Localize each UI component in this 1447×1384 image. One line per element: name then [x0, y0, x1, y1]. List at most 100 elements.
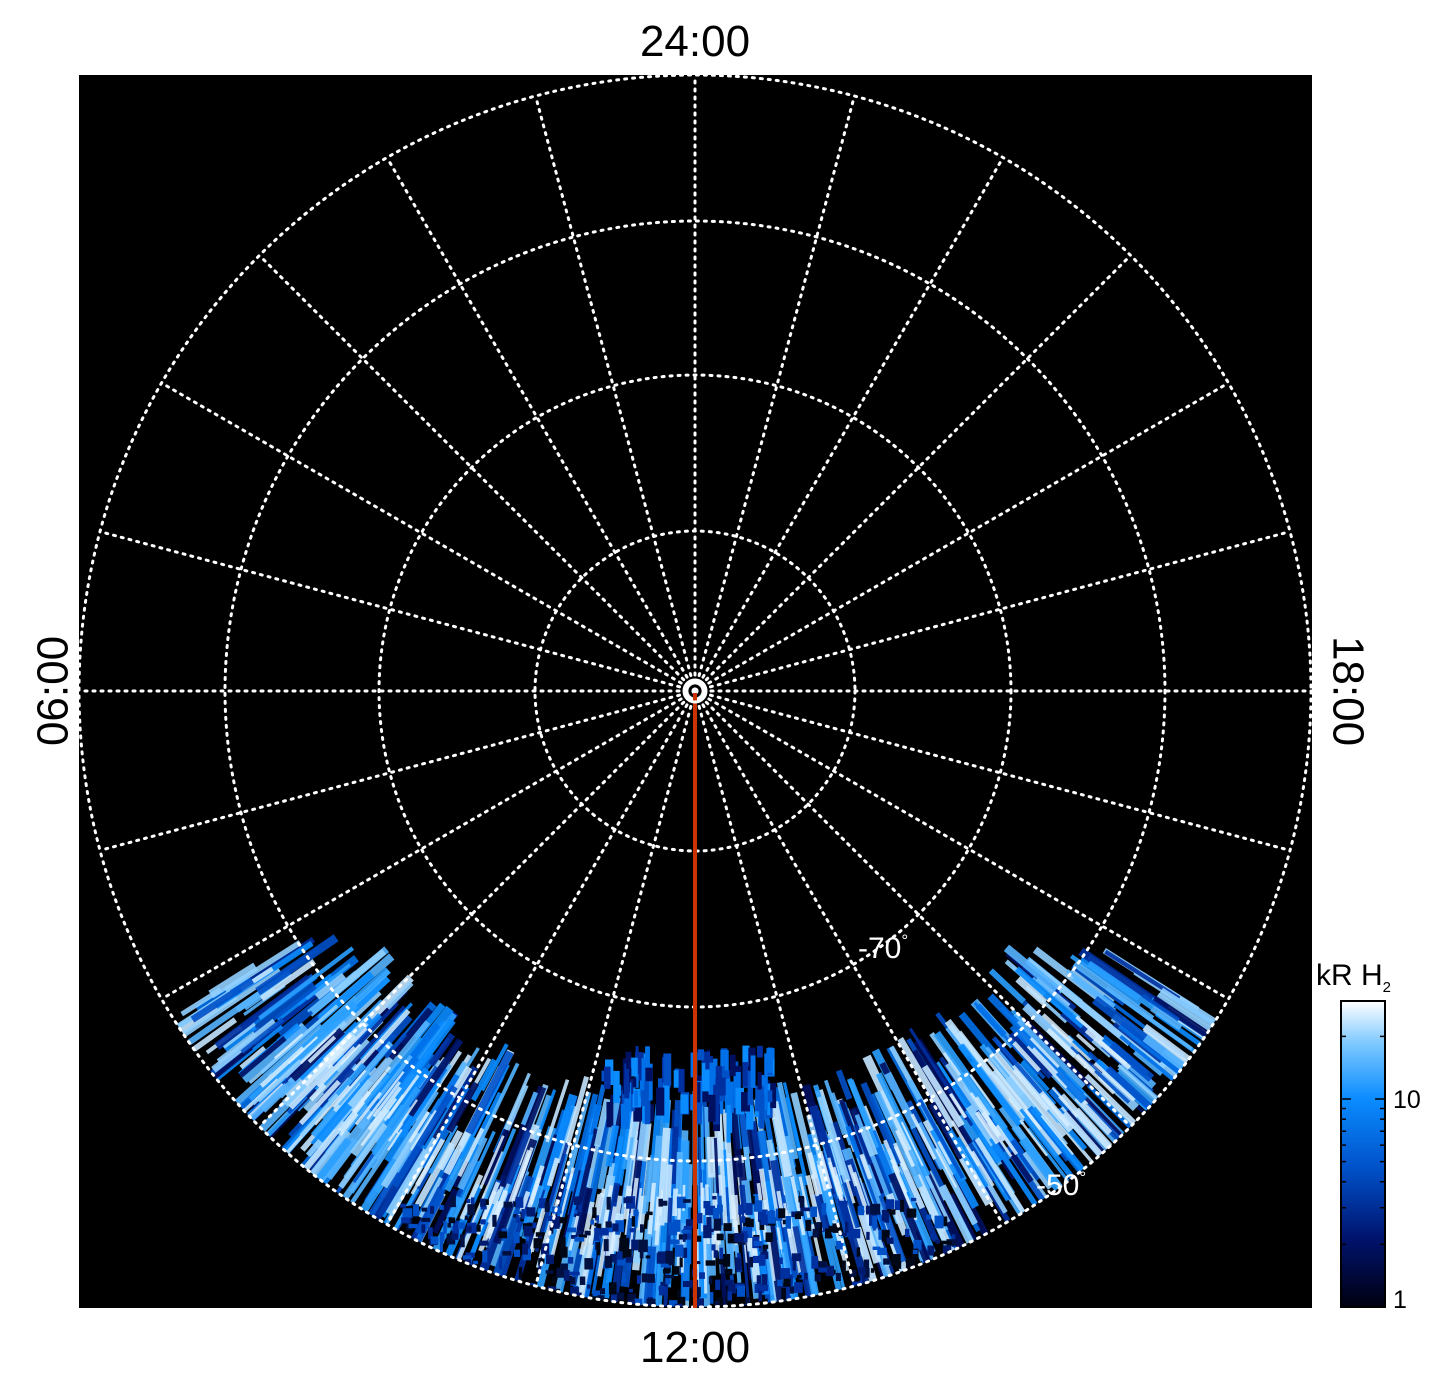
emission-noise — [552, 1276, 557, 1284]
emission-streak — [338, 1123, 388, 1189]
emission-noise — [413, 1204, 419, 1217]
emission-streak — [957, 1043, 1023, 1127]
emission-noise — [683, 1225, 692, 1231]
emission-noise — [483, 1199, 489, 1205]
emission-cap — [701, 1057, 707, 1095]
emission-cap — [742, 1045, 750, 1067]
emission-noise — [704, 1228, 714, 1233]
emission-noise — [450, 1195, 456, 1208]
emission-streak — [272, 1000, 359, 1081]
emission-noise — [903, 1310, 912, 1313]
emission-highlight — [1040, 1114, 1074, 1156]
meridian-line — [693, 253, 1133, 693]
emission-noise — [694, 1298, 705, 1307]
emission-streak — [470, 1058, 498, 1102]
meridian-line — [693, 381, 1230, 693]
emission-noise — [660, 1261, 671, 1267]
emission-noise — [547, 1286, 557, 1290]
emission-streak — [1070, 954, 1142, 1007]
pole-marker — [682, 678, 708, 704]
emission-highlight — [949, 1092, 968, 1119]
emission-noise — [539, 1258, 545, 1264]
emission-noise — [528, 1283, 536, 1287]
emission-noise — [722, 1254, 731, 1267]
emission-highlight — [1051, 1086, 1069, 1106]
emission-cap — [631, 1057, 638, 1077]
emission-streak — [706, 1136, 717, 1178]
emission-cap — [607, 1102, 612, 1118]
emission-noise — [794, 1213, 802, 1220]
emission-noise — [762, 1244, 769, 1249]
emission-noise — [941, 1240, 952, 1245]
colorbar-gradient — [1340, 1000, 1386, 1308]
emission-cap — [729, 1054, 736, 1077]
emission-noise — [665, 1250, 674, 1264]
emission-streak — [1055, 982, 1132, 1047]
emission-noise — [640, 1224, 644, 1233]
emission-noise — [658, 1286, 667, 1296]
meridian-line — [693, 689, 1133, 1129]
emission-streak — [299, 1021, 359, 1081]
emission-cap — [626, 1052, 630, 1070]
emission-cap — [741, 1091, 750, 1112]
emission-highlight — [568, 1215, 580, 1251]
emission-noise — [818, 1261, 827, 1268]
emission-noise — [615, 1220, 625, 1233]
emission-streak — [989, 1136, 1044, 1215]
emission-noise — [498, 1231, 508, 1239]
emission-noise — [677, 1289, 681, 1298]
emission-noise — [482, 1250, 488, 1263]
emission-noise — [539, 1198, 546, 1209]
emission-highlight — [971, 1150, 995, 1187]
emission-noise — [664, 1274, 674, 1279]
emission-streak — [380, 1130, 421, 1189]
emission-noise — [464, 1215, 469, 1221]
emission-highlight — [1098, 1039, 1128, 1065]
emission-highlight — [596, 1188, 606, 1221]
emission-streak — [835, 1069, 853, 1101]
emission-highlight — [386, 1074, 420, 1120]
emission-noise — [645, 1255, 651, 1259]
emission-highlight — [1012, 1068, 1050, 1112]
emission-streak — [884, 1071, 919, 1130]
emission-streak — [384, 1018, 456, 1112]
emission-streak — [211, 1018, 278, 1073]
emission-highlight — [408, 1111, 431, 1143]
emission-noise — [883, 1258, 891, 1265]
emission-noise — [665, 1274, 671, 1285]
emission-noise — [668, 1300, 678, 1307]
emission-streak — [965, 1104, 997, 1147]
emission-streak — [1150, 1004, 1183, 1031]
emission-cap — [640, 1090, 648, 1107]
emission-noise — [821, 1203, 827, 1216]
emission-noise — [927, 1245, 935, 1256]
emission-noise — [459, 1234, 465, 1248]
emission-noise — [623, 1197, 633, 1204]
emission-streak — [409, 1019, 447, 1067]
emission-noise — [631, 1239, 639, 1251]
emission-noise — [674, 1308, 677, 1321]
emission-noise — [799, 1197, 805, 1208]
emission-cap — [622, 1089, 626, 1105]
emission-noise — [885, 1199, 895, 1209]
emission-noise — [729, 1285, 735, 1293]
emission-streak — [465, 1050, 514, 1135]
emission-noise — [844, 1221, 849, 1233]
emission-streak — [1011, 1013, 1086, 1089]
emission-noise — [881, 1209, 890, 1223]
emission-noise — [566, 1227, 577, 1233]
emission-cap — [726, 1104, 731, 1143]
emission-streak — [570, 1248, 587, 1288]
emission-noise — [499, 1256, 503, 1270]
emission-highlight — [316, 1046, 357, 1089]
meridian-line — [534, 689, 697, 1288]
meridian-line — [693, 689, 856, 1288]
emission-highlight — [1075, 1015, 1105, 1041]
emission-streak — [180, 987, 222, 1017]
emission-noise — [546, 1254, 554, 1265]
emission-noise — [579, 1276, 586, 1285]
emission-noise — [503, 1201, 513, 1208]
emission-noise — [703, 1201, 711, 1209]
emission-noise — [639, 1249, 644, 1259]
emission-noise — [673, 1266, 680, 1275]
